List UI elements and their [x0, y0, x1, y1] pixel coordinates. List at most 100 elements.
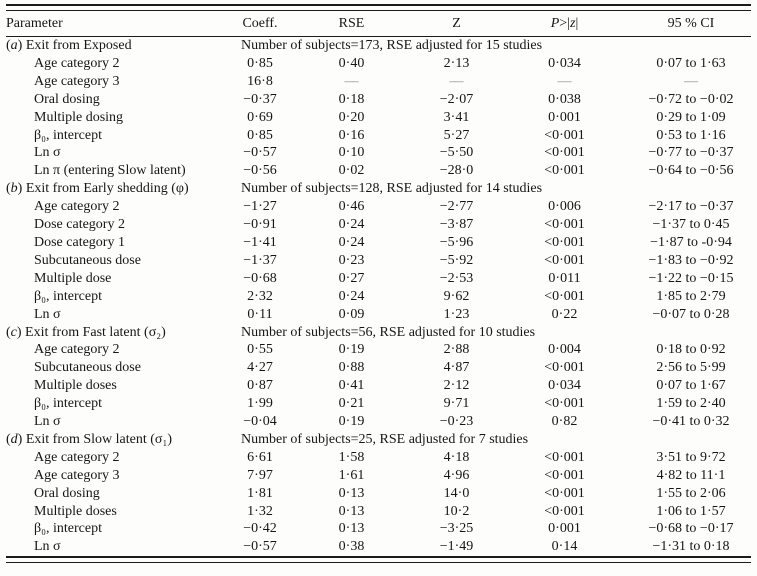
param-cell: Multiple dose [34, 270, 112, 286]
z-cell: −2·53 [439, 270, 474, 286]
rse-cell: 0·20 [338, 109, 365, 125]
rse-cell: 0·24 [338, 234, 365, 250]
p-cell: <0·001 [544, 127, 585, 143]
table-row: Subcutaneous dose −1·37 0·23 −5·92 <0·001 −1·… [6, 252, 751, 270]
z-cell: 3·41 [443, 109, 470, 125]
table-row: Multiple dosing 0·69 0·20 3·41 0·001 0·29 to … [6, 109, 751, 127]
rse-cell: — [344, 73, 359, 89]
col-header-rse: RSE [308, 11, 409, 37]
table-row: Age category 2 0·55 0·19 2·88 0·004 0·18 to 0… [6, 341, 751, 359]
z-cell: 2·13 [443, 55, 470, 71]
coeff-cell: 0·11 [247, 306, 273, 322]
p-cell: 0·14 [551, 539, 578, 555]
table-row: Dose category 2 −0·91 0·24 −3·87 <0·001 −1·37… [6, 216, 751, 234]
p-cell: 0·001 [548, 521, 581, 537]
bottom-double-rule [6, 556, 751, 564]
coeff-cell: −1·37 [243, 252, 277, 268]
table-row: Dose category 1 −1·41 0·24 −5·96 <0·001 −1·87… [6, 234, 751, 252]
z-cell: 9·62 [443, 288, 470, 304]
rse-cell: 0·19 [338, 342, 365, 358]
section-note: Number of subjects=173, RSE adjusted for… [241, 38, 543, 53]
z-cell: 1·23 [443, 306, 470, 322]
p-header-italic-z: z [570, 16, 576, 31]
coeff-cell: 7·97 [247, 467, 273, 483]
p-cell: 0·001 [548, 109, 581, 125]
z-cell: 4·18 [443, 449, 470, 465]
param-cell: Dose category 1 [34, 234, 125, 250]
param-cell: Ln π (entering Slow latent) [34, 163, 186, 179]
table-row: Subcutaneous dose 4·27 0·88 4·87 <0·001 2·56 … [6, 359, 751, 377]
table-row: Multiple doses 1·32 0·13 10·2 <0·001 1·06 to … [6, 503, 751, 521]
param-cell: Subcutaneous dose [34, 252, 141, 268]
col-header-ci: 95 % CI [631, 11, 751, 37]
coeff-cell: −0·57 [243, 145, 277, 161]
table-row: β₀, intercept 1·99 0·21 9·71 <0·001 1·59 to 2… [6, 395, 751, 413]
rse-cell: 0·41 [338, 378, 365, 394]
rse-cell: 0·16 [338, 127, 365, 143]
p-cell: <0·001 [544, 252, 585, 268]
rse-cell: 0·13 [338, 485, 365, 501]
ci-cell: −1·22 to −0·15 [648, 270, 734, 286]
param-cell: β₀, intercept [34, 396, 102, 412]
coeff-cell: −1·27 [243, 199, 277, 215]
table-row: β₀, intercept −0·42 0·13 −3·25 0·001 −0·68 to… [6, 520, 751, 538]
z-cell: 5·27 [443, 127, 470, 143]
p-cell: <0·001 [544, 360, 585, 376]
param-cell: Oral dosing [34, 91, 100, 107]
param-cell: Multiple dosing [34, 109, 124, 125]
rse-cell: 0·10 [338, 145, 365, 161]
rse-cell: 0·24 [338, 217, 365, 233]
coeff-cell: 1·32 [247, 503, 273, 519]
param-cell: Ln σ [34, 306, 61, 322]
rse-cell: 0·13 [338, 503, 365, 519]
coeff-cell: 16·8 [247, 73, 273, 89]
p-header-bar: | [575, 16, 579, 31]
param-cell: Dose category 2 [34, 217, 125, 233]
rse-cell: 0·19 [338, 414, 365, 430]
p-cell: 0·011 [548, 270, 581, 286]
p-cell: 0·006 [548, 199, 581, 215]
z-cell: −5·96 [439, 234, 474, 250]
col-header-p: P>|z| [514, 11, 631, 37]
param-cell: Age category 2 [34, 199, 120, 215]
p-header-italic-p: P [550, 16, 560, 31]
param-cell: Multiple doses [34, 503, 117, 519]
p-cell: <0·001 [544, 449, 585, 465]
ci-cell: 0·29 to 1·09 [656, 109, 726, 125]
z-cell: −5·92 [439, 252, 474, 268]
table-row: Ln σ −0·57 0·10 −5·50 <0·001 −0·77 to −0·37 [6, 144, 751, 162]
p-cell: <0·001 [544, 396, 585, 412]
table-row: Oral dosing 1·81 0·13 14·0 <0·001 1·55 to 2·0… [6, 485, 751, 503]
param-cell: Age category 2 [34, 449, 120, 465]
p-cell: 0·22 [551, 306, 578, 322]
ci-cell: 1·55 to 2·06 [656, 485, 726, 501]
z-cell: −2·77 [439, 199, 474, 215]
table-row: Ln π (entering Slow latent) −0·56 0·02 −28·… [6, 162, 751, 180]
table-row: Age category 2 0·85 0·40 2·13 0·034 0·07 to 1… [6, 55, 751, 73]
section-header-row: (d) Exit from Slow latent (σ₁) Number of … [6, 431, 751, 449]
rse-cell: 0·27 [338, 270, 365, 286]
section-label: (b) Exit from Early shedding (φ) [6, 181, 189, 197]
coeff-cell: −1·41 [243, 234, 277, 250]
z-cell: 14·0 [443, 485, 470, 501]
table-row: Ln σ 0·11 0·09 1·23 0·22 −0·07 to 0·28 [6, 306, 751, 324]
rse-cell: 0·02 [338, 163, 365, 179]
coeff-cell: 1·81 [247, 485, 273, 501]
coeff-cell: −0·37 [243, 91, 277, 107]
param-cell: Ln σ [34, 414, 61, 430]
rse-cell: 0·18 [338, 91, 365, 107]
col-header-coeff: Coeff. [238, 11, 308, 37]
z-cell: −3·87 [439, 217, 474, 233]
ci-cell: 0·53 to 1·16 [656, 127, 726, 143]
rse-cell: 0·21 [338, 396, 365, 412]
ci-cell: −0·72 to −0·02 [648, 91, 734, 107]
param-cell: Ln σ [34, 145, 61, 161]
ci-cell: 4·82 to 11·1 [656, 467, 726, 483]
table-row: Multiple dose −0·68 0·27 −2·53 0·011 −1·22 to… [6, 270, 751, 288]
rse-cell: 0·38 [338, 539, 365, 555]
rse-cell: 1·61 [338, 467, 365, 483]
p-cell: 0·004 [548, 342, 581, 358]
ci-cell: 1·85 to 2·79 [656, 288, 726, 304]
rse-cell: 0·09 [338, 306, 365, 322]
param-cell: Subcutaneous dose [34, 360, 141, 376]
